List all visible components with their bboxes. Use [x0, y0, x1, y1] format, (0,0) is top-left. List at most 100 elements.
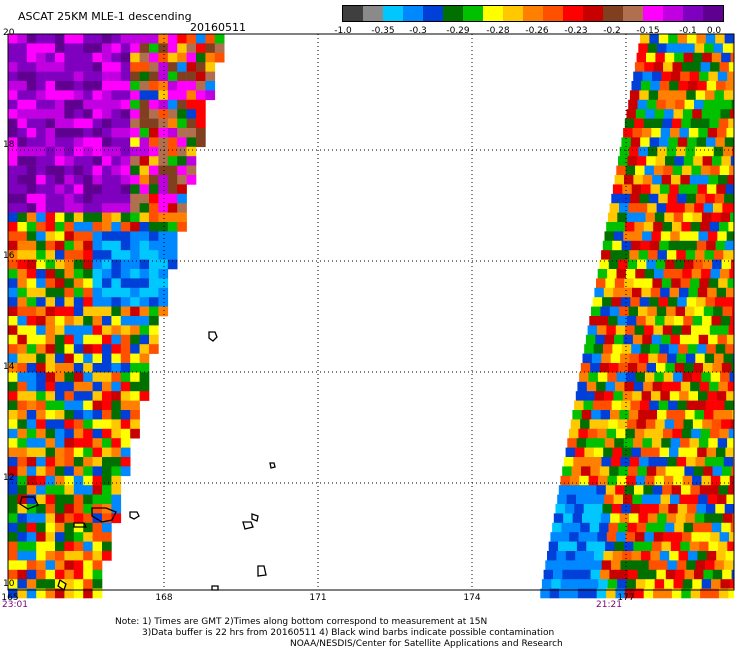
swath-pixel: [130, 287, 140, 298]
swath-pixel: [641, 287, 652, 298]
swath-pixel: [36, 419, 46, 430]
swath-pixel: [55, 34, 65, 44]
swath-pixel: [593, 504, 603, 514]
swath-pixel: [111, 287, 122, 298]
swath-pixel: [678, 344, 688, 354]
swath-pixel: [630, 137, 641, 148]
swath-pixel: [130, 297, 140, 307]
swath-pixel: [693, 156, 703, 166]
swath-pixel: [673, 372, 683, 383]
swath-pixel: [149, 250, 159, 260]
swath-pixel: [55, 400, 65, 411]
swath-pixel: [64, 391, 75, 401]
swath-pixel: [17, 137, 28, 148]
swath-pixel: [708, 175, 719, 185]
swath-pixel: [17, 372, 28, 383]
swath-pixel: [697, 81, 707, 91]
swath-pixel: [594, 287, 605, 298]
swath-pixel: [616, 428, 626, 439]
swath-pixel: [186, 71, 197, 82]
swath-pixel: [732, 250, 734, 260]
swath-pixel: [721, 259, 732, 270]
swath-pixel: [73, 43, 84, 54]
swath-pixel: [695, 193, 706, 204]
swath-pixel: [702, 156, 713, 166]
swath-pixel: [102, 372, 112, 383]
swath-pixel: [36, 137, 46, 148]
swath-pixel: [17, 334, 28, 345]
swath-pixel: [130, 184, 140, 195]
swath-pixel: [158, 278, 169, 289]
swath-pixel: [711, 316, 722, 326]
swath-pixel: [708, 278, 719, 289]
swath-pixel: [609, 306, 620, 317]
lon-label-177: 177: [617, 593, 635, 603]
swath-pixel: [111, 334, 122, 345]
swath-pixel: [697, 344, 707, 354]
swath-pixel: [149, 193, 159, 204]
swath-pixel: [684, 569, 695, 580]
lon-label-168: 168: [155, 593, 173, 603]
swath-pixel: [83, 231, 93, 242]
swath-pixel: [130, 269, 140, 279]
swath-pixel: [83, 363, 93, 373]
swath-pixel: [36, 118, 46, 129]
swath-pixel: [647, 146, 658, 157]
swath-pixel: [8, 62, 18, 72]
swath-pixel: [158, 184, 169, 195]
swath-pixel: [636, 419, 647, 430]
swath-pixel: [698, 334, 709, 345]
swath-pixel: [665, 466, 676, 477]
swath-pixel: [697, 287, 708, 298]
swath-pixel: [706, 184, 717, 195]
swath-pixel: [688, 184, 698, 195]
swath-pixel: [731, 466, 734, 477]
swath-pixel: [8, 579, 18, 589]
swath-pixel: [8, 381, 18, 392]
swath-pixel: [73, 494, 84, 505]
swath-pixel: [665, 99, 676, 110]
swath-pixel: [45, 184, 56, 195]
swath-pixel: [664, 316, 675, 326]
swath-pixel: [710, 428, 720, 439]
island-outline: [19, 496, 39, 510]
swath-pixel: [719, 269, 730, 279]
swath-pixel: [614, 438, 624, 448]
swath-pixel: [177, 81, 187, 91]
swath-pixel: [120, 259, 131, 270]
swath-pixel: [669, 81, 679, 91]
swath-pixel: [618, 156, 628, 166]
swath-pixel: [588, 532, 598, 542]
swath-pixel: [186, 128, 197, 138]
swath-pixel: [716, 184, 726, 195]
swath-pixel: [689, 438, 700, 448]
colorbar-swatch: [603, 6, 623, 21]
swath-pixel: [111, 297, 122, 307]
swath-pixel: [139, 99, 150, 110]
swath-pixel: [26, 222, 37, 232]
swath-pixel: [149, 306, 159, 317]
swath-pixel: [45, 128, 56, 138]
swath-pixel: [55, 588, 65, 599]
swath-pixel: [723, 90, 734, 101]
swath-pixel: [73, 156, 84, 166]
swath-pixel: [640, 240, 651, 251]
swath-pixel: [671, 175, 681, 185]
swath-pixel: [703, 363, 713, 373]
swath-pixel: [678, 551, 689, 561]
swath-pixel: [714, 297, 725, 307]
swath-pixel: [73, 541, 84, 552]
swath-pixel: [55, 222, 65, 232]
swath-pixel: [111, 118, 122, 129]
swath-pixel: [676, 457, 687, 467]
swath-pixel: [92, 522, 103, 533]
swath-pixel: [8, 278, 18, 289]
swath-pixel: [711, 419, 722, 430]
swath-pixel: [17, 551, 28, 561]
swath-pixel: [8, 259, 18, 270]
swath-pixel: [139, 306, 150, 317]
swath-pixel: [589, 316, 599, 326]
swath-pixel: [45, 316, 56, 326]
swath-pixel: [644, 269, 655, 279]
swath-pixel: [17, 118, 28, 129]
